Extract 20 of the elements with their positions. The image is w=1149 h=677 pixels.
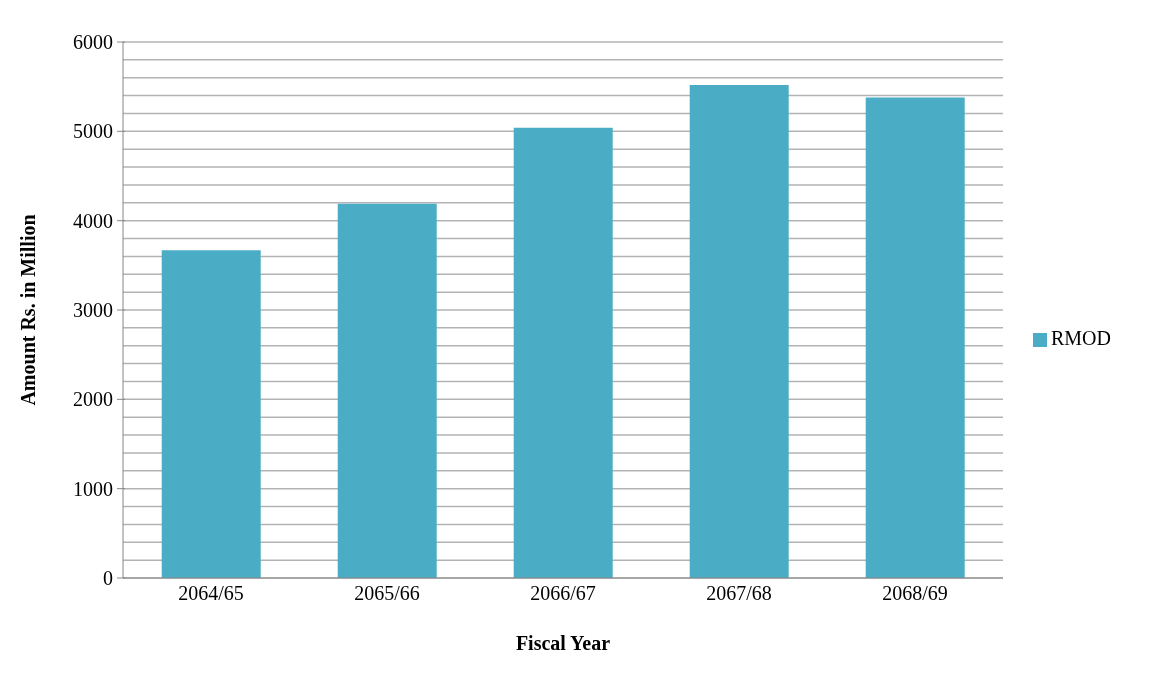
- y-axis-title: Amount Rs. in Million: [17, 214, 40, 406]
- bar: [513, 127, 613, 578]
- x-tick-label: 2065/66: [354, 582, 420, 605]
- x-axis-title: Fiscal Year: [515, 632, 611, 654]
- y-tick-label: 5000: [73, 120, 113, 143]
- y-tick-label: 1000: [73, 477, 113, 500]
- legend-label: RMOD: [1050, 326, 1111, 349]
- bar: [161, 250, 261, 578]
- x-tick-label: 2064/65: [178, 582, 244, 605]
- y-tick-label: 6000: [73, 31, 113, 53]
- y-tick-label: 3000: [73, 299, 113, 321]
- y-tick-label: 4000: [73, 209, 113, 232]
- bar: [689, 84, 789, 578]
- bar: [337, 203, 437, 578]
- y-tick-label: 2000: [73, 388, 113, 411]
- bar: [865, 97, 965, 578]
- x-tick-label: 2067/68: [706, 582, 772, 605]
- x-tick-label: 2066/67: [530, 582, 596, 605]
- y-tick-label: 0: [103, 567, 113, 589]
- x-tick-label: 2068/69: [882, 582, 948, 605]
